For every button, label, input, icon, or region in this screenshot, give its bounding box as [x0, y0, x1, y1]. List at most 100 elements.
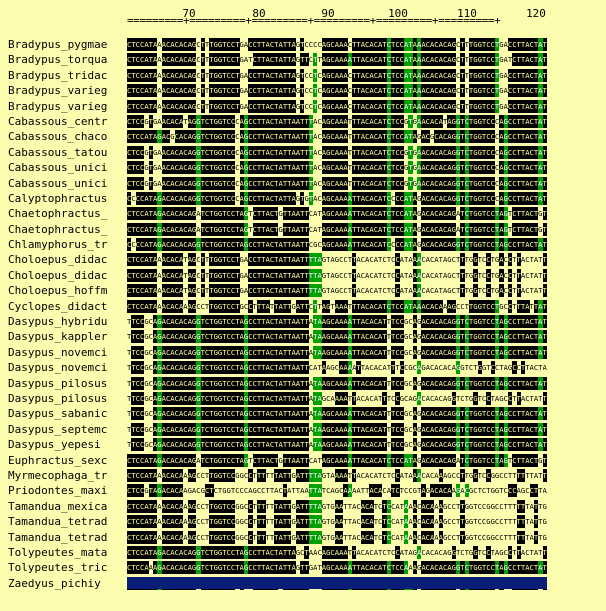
nucleotide: A: [152, 407, 158, 421]
nucleotide: T: [131, 545, 136, 559]
nucleotide: T: [386, 332, 392, 342]
nucleotide: T: [148, 453, 153, 467]
species-name[interactable]: Dasypus_hybridu: [8, 315, 108, 329]
nucleotide: A: [516, 486, 521, 496]
nucleotide: C: [127, 145, 132, 159]
species-name[interactable]: Tamandua_mexica: [8, 499, 108, 513]
species-name[interactable]: Cabassous_chaco: [8, 130, 108, 144]
species-name[interactable]: Tolypeutes_tric: [8, 561, 108, 575]
nucleotide: G: [144, 163, 149, 173]
nucleotide: A: [321, 315, 327, 329]
species-name[interactable]: Chlamyphorus_tr: [8, 238, 108, 252]
species-name[interactable]: Bradypus_pygmae: [8, 38, 108, 51]
species-name[interactable]: Dasypus_kappler: [8, 330, 108, 344]
species-name[interactable]: Dasypus_septemc: [8, 422, 108, 436]
species-name[interactable]: Bradypus_varieg: [8, 99, 108, 113]
nucleotide: T: [200, 330, 205, 344]
nucleotide: T: [235, 38, 240, 51]
species-name[interactable]: Zaedyus_pichiy: [8, 576, 101, 590]
nucleotide: T: [382, 99, 387, 113]
nucleotide: A: [525, 407, 530, 421]
nucleotide: A: [356, 270, 361, 280]
species-name[interactable]: Dasypus_novemci: [8, 345, 108, 359]
species-name[interactable]: Cabassous_tatou: [8, 145, 108, 159]
species-name[interactable]: Dasypus_pilosus: [8, 376, 108, 390]
species-name[interactable]: Tamandua_tetrad: [8, 530, 108, 544]
nucleotide: G: [425, 486, 430, 496]
species-name[interactable]: Dasypus_yepesi: [8, 438, 101, 452]
nucleotide: G: [213, 176, 218, 190]
species-name[interactable]: Choloepus_didac: [8, 253, 108, 267]
nucleotide: C: [451, 286, 456, 296]
species-name[interactable]: Dasypus_novemci: [8, 361, 108, 375]
nucleotide: G: [477, 361, 482, 375]
nucleotide: T: [148, 545, 153, 559]
species-name[interactable]: Euphractus_sexc: [8, 453, 108, 467]
species-name[interactable]: Choloepus_hoffm: [8, 284, 108, 298]
nucleotide: G: [321, 286, 327, 296]
nucleotide: A: [291, 376, 296, 390]
nucleotide: C: [256, 486, 262, 496]
nucleotide: G: [473, 114, 478, 128]
nucleotide: G: [191, 499, 197, 513]
nucleotide: G: [326, 222, 331, 236]
nucleotide: A: [438, 345, 443, 359]
species-name[interactable]: Cabassous_unici: [8, 161, 108, 175]
species-name[interactable]: Priodontes_maxi: [8, 484, 108, 498]
nucleotide: A: [503, 55, 508, 65]
species-name[interactable]: Tamandua_tetrad: [8, 515, 108, 529]
nucleotide: C: [252, 222, 257, 236]
nucleotide: T: [468, 176, 474, 190]
nucleotide: A: [313, 178, 318, 188]
nucleotide: A: [525, 299, 530, 313]
nucleotide: T: [222, 407, 227, 421]
nucleotide: T: [352, 299, 357, 313]
nucleotide: A: [178, 330, 184, 344]
nucleotide: A: [278, 530, 283, 544]
nucleotide: C: [139, 130, 145, 144]
species-name[interactable]: Chaetophractus_: [8, 207, 108, 221]
nucleotide: C: [230, 422, 236, 436]
species-name[interactable]: Dasypus_pilosus: [8, 391, 108, 405]
nucleotide: T: [520, 38, 526, 51]
nucleotide: G: [451, 545, 456, 559]
nucleotide: A: [178, 84, 184, 98]
nucleotide: A: [152, 38, 158, 51]
nucleotide: T: [282, 38, 288, 51]
nucleotide: T: [222, 238, 227, 252]
nucleotide: C: [529, 161, 534, 175]
species-name[interactable]: Choloepus_didac: [8, 268, 108, 282]
nucleotide: C: [248, 422, 253, 436]
nucleotide: A: [339, 545, 344, 559]
nucleotide: A: [438, 530, 443, 544]
nucleotide: A: [265, 545, 270, 559]
alignment-scrollbar[interactable]: [127, 577, 547, 589]
species-name[interactable]: Bradypus_torqua: [8, 53, 108, 67]
species-name[interactable]: Tolypeutes_mata: [8, 545, 108, 559]
nucleotide: C: [425, 238, 430, 252]
species-name[interactable]: Chaetophractus_: [8, 222, 108, 236]
species-name[interactable]: Calyptophractus: [8, 191, 108, 205]
nucleotide: G: [291, 501, 296, 511]
nucleotide: T: [282, 453, 288, 467]
nucleotide: T: [391, 484, 396, 498]
species-name[interactable]: Myrmecophaga_tr: [8, 468, 108, 482]
species-name[interactable]: Cyclopes_didact: [8, 299, 108, 313]
nucleotide: T: [481, 561, 487, 575]
nucleotide: T: [499, 363, 504, 373]
nucleotide: G: [490, 486, 495, 496]
nucleotide: C: [196, 86, 201, 96]
nucleotide: C: [507, 176, 513, 190]
nucleotide: T: [503, 532, 508, 542]
nucleotide: A: [525, 161, 530, 175]
nucleotide: A: [369, 330, 374, 344]
species-name[interactable]: Bradypus_tridac: [8, 68, 108, 82]
species-name[interactable]: Cabassous_unici: [8, 176, 108, 190]
nucleotide: C: [196, 70, 201, 80]
species-name[interactable]: Dasypus_sabanic: [8, 407, 108, 421]
species-name[interactable]: Cabassous_centr: [8, 114, 108, 128]
nucleotide: A: [265, 407, 270, 421]
nucleotide: A: [347, 315, 353, 329]
nucleotide: T: [282, 161, 288, 175]
species-name[interactable]: Bradypus_varieg: [8, 84, 108, 98]
